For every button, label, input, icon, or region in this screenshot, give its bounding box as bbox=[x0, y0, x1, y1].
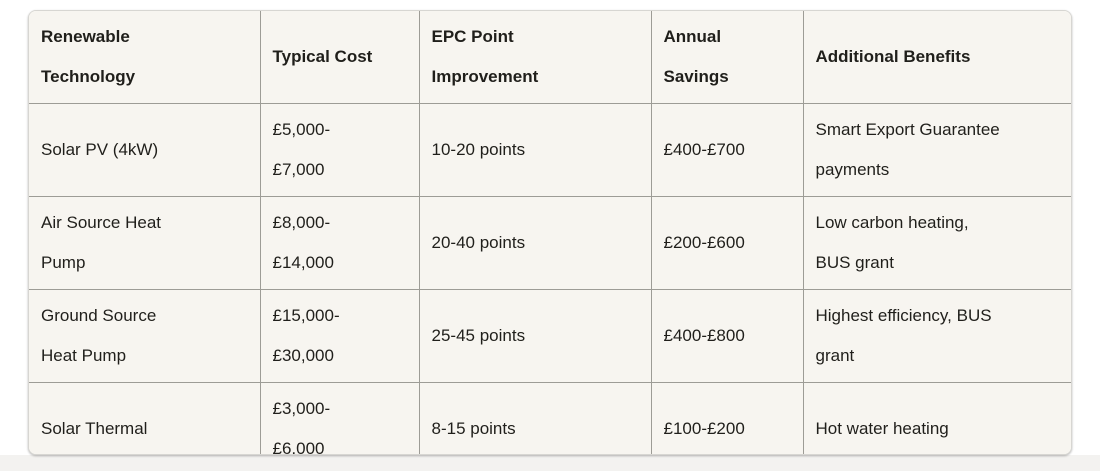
column-header-annual-savings: Annual Savings bbox=[651, 11, 804, 104]
column-header-renewable-technology: Renewable Technology bbox=[29, 11, 261, 104]
table-cell: £200-£600 bbox=[651, 196, 804, 290]
table-row: Air Source Heat Pump £8,000- £14,000 20-… bbox=[29, 196, 1071, 290]
table-row: Ground Source Heat Pump £15,000- £30,000… bbox=[29, 289, 1071, 383]
table-row: Solar Thermal £3,000- £6,000 8-15 points… bbox=[29, 382, 1071, 454]
table-cell: £5,000- £7,000 bbox=[260, 103, 420, 197]
column-header-typical-cost: Typical Cost bbox=[260, 11, 420, 104]
table-cell: £100-£200 bbox=[651, 382, 804, 454]
renewable-technology-table-card: Renewable Technology Typical Cost EPC Po… bbox=[28, 10, 1072, 455]
table-cell: 10-20 points bbox=[419, 103, 652, 197]
table-cell: Solar PV (4kW) bbox=[29, 103, 261, 197]
table-cell: Low carbon heating, BUS grant bbox=[803, 196, 1071, 290]
table-cell: £400-£800 bbox=[651, 289, 804, 383]
table-cell: 8-15 points bbox=[419, 382, 652, 454]
table-cell: Solar Thermal bbox=[29, 382, 261, 454]
table-cell: 25-45 points bbox=[419, 289, 652, 383]
bottom-band bbox=[0, 455, 1100, 471]
table-cell: £400-£700 bbox=[651, 103, 804, 197]
table-row: Solar PV (4kW) £5,000- £7,000 10-20 poin… bbox=[29, 103, 1071, 197]
column-header-additional-benefits: Additional Benefits bbox=[803, 11, 1071, 104]
table-cell: 20-40 points bbox=[419, 196, 652, 290]
table-cell: Air Source Heat Pump bbox=[29, 196, 261, 290]
table-cell: £3,000- £6,000 bbox=[260, 382, 420, 454]
table-cell: Smart Export Guarantee payments bbox=[803, 103, 1071, 197]
table-cell: Ground Source Heat Pump bbox=[29, 289, 261, 383]
table-cell: Hot water heating bbox=[803, 382, 1071, 454]
column-header-epc-point-improvement: EPC Point Improvement bbox=[419, 11, 652, 104]
table-cell: Highest efficiency, BUS grant bbox=[803, 289, 1071, 383]
table-cell: £15,000- £30,000 bbox=[260, 289, 420, 383]
renewable-technology-table: Renewable Technology Typical Cost EPC Po… bbox=[29, 11, 1071, 454]
table-cell: £8,000- £14,000 bbox=[260, 196, 420, 290]
table-header-row: Renewable Technology Typical Cost EPC Po… bbox=[29, 11, 1071, 104]
